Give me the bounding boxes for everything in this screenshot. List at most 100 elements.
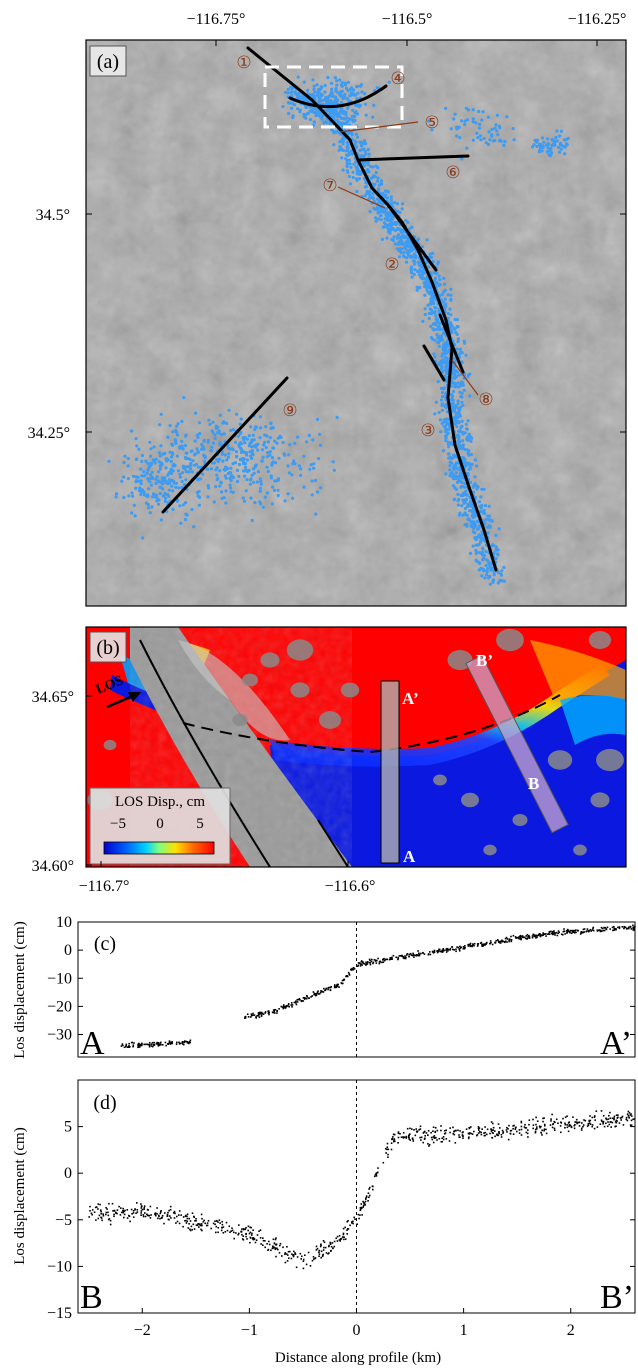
data-point <box>322 1254 324 1257</box>
data-point <box>250 1013 253 1015</box>
data-point <box>520 1134 523 1136</box>
data-point <box>543 933 546 935</box>
data-point <box>436 1139 438 1141</box>
data-point <box>286 1260 289 1262</box>
data-point <box>433 1137 436 1139</box>
data-point <box>100 1216 102 1219</box>
data-point <box>573 1127 576 1130</box>
data-point <box>278 1008 280 1010</box>
data-point <box>569 931 571 934</box>
data-point <box>201 1217 203 1220</box>
data-point <box>633 1118 636 1120</box>
data-point <box>186 1217 189 1220</box>
data-point <box>351 1222 353 1224</box>
data-point <box>250 1014 253 1017</box>
data-point <box>330 1250 332 1252</box>
data-point <box>594 1115 596 1117</box>
data-point <box>553 930 555 932</box>
data-point <box>349 1224 351 1227</box>
data-point <box>221 1223 224 1226</box>
data-point <box>606 1118 608 1121</box>
data-point <box>577 930 579 932</box>
data-point <box>497 940 500 942</box>
data-point <box>329 1242 332 1245</box>
data-point <box>367 1192 370 1194</box>
data-point <box>168 1041 171 1044</box>
data-point <box>414 954 416 957</box>
data-point <box>167 1211 169 1214</box>
data-point <box>512 1125 514 1127</box>
data-point <box>588 1120 591 1122</box>
data-point <box>507 1138 510 1141</box>
colorbar-title: LOS Disp., cm <box>115 794 205 810</box>
data-point <box>490 1130 493 1132</box>
data-point <box>494 1135 496 1138</box>
data-point <box>212 1222 215 1225</box>
data-point <box>147 1043 150 1046</box>
data-point <box>360 963 362 965</box>
data-point <box>453 1130 456 1133</box>
data-point <box>563 928 565 930</box>
data-point <box>120 1207 122 1209</box>
data-point <box>145 1043 147 1046</box>
data-point <box>325 1252 328 1254</box>
data-point <box>143 1043 145 1046</box>
data-point <box>194 1220 196 1222</box>
data-point <box>161 1044 164 1046</box>
data-point <box>362 1200 364 1203</box>
data-point <box>142 1214 145 1216</box>
data-point <box>107 1214 110 1217</box>
data-point <box>623 927 625 930</box>
data-point <box>262 1239 265 1242</box>
data-point <box>626 1119 629 1122</box>
data-point <box>107 1211 109 1214</box>
data-point <box>440 1129 442 1132</box>
data-point <box>303 998 306 1000</box>
data-point <box>282 1007 285 1010</box>
data-point <box>166 1213 169 1216</box>
data-point <box>339 1240 341 1242</box>
data-point <box>171 1042 174 1045</box>
data-point <box>249 1226 251 1229</box>
data-point <box>372 961 375 964</box>
data-point <box>204 1222 206 1225</box>
data-point <box>140 1044 143 1047</box>
data-point <box>90 1212 93 1215</box>
data-point <box>591 1124 594 1126</box>
data-point <box>526 1132 529 1135</box>
data-point <box>574 1123 576 1126</box>
data-point <box>268 1243 271 1246</box>
panel-b-xtick: −116.7° <box>79 878 130 895</box>
fault-marker-7: ⑦ <box>322 176 337 195</box>
data-point <box>492 1126 495 1129</box>
data-point <box>545 1132 548 1135</box>
data-point <box>97 1203 100 1205</box>
data-point <box>496 1133 498 1136</box>
data-point <box>481 945 484 947</box>
data-point <box>272 1009 275 1011</box>
data-point <box>492 1122 494 1125</box>
data-point <box>307 1251 310 1254</box>
data-point <box>540 1132 543 1134</box>
data-point <box>397 957 400 960</box>
data-point <box>342 1233 345 1236</box>
profile-A-box <box>380 680 400 864</box>
data-point <box>300 1258 302 1260</box>
data-point <box>613 925 615 928</box>
data-point <box>628 1116 630 1119</box>
data-point <box>629 926 632 928</box>
data-point <box>461 1131 464 1134</box>
data-point <box>445 1129 447 1132</box>
data-point <box>97 1217 100 1220</box>
data-point <box>509 1130 512 1132</box>
data-point <box>568 1121 570 1123</box>
data-point <box>497 1134 500 1137</box>
data-point <box>346 1233 348 1235</box>
data-point <box>320 1244 322 1247</box>
data-point <box>109 1223 112 1226</box>
data-point <box>253 1238 256 1240</box>
data-point <box>517 937 519 939</box>
data-point <box>146 1043 149 1046</box>
data-point <box>312 1256 315 1258</box>
data-point <box>472 944 474 946</box>
